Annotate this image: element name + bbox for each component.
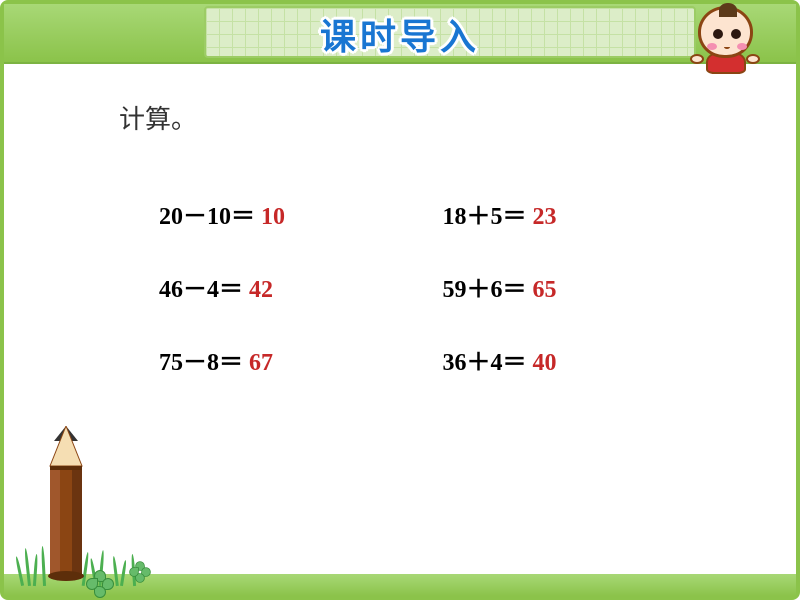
slide-title: 课时导入 bbox=[320, 8, 480, 60]
mascot-eye-right bbox=[731, 29, 741, 39]
pencil-decoration bbox=[44, 426, 94, 586]
problem-expression: 36＋4＝ bbox=[443, 342, 527, 377]
problem-expression: 59＋6＝ bbox=[443, 269, 527, 304]
problem-3: 46－4＝ 42 bbox=[159, 269, 433, 304]
mascot-hand-left bbox=[690, 54, 704, 64]
mascot-cheek-right bbox=[737, 43, 747, 50]
problem-5: 75－8＝ 67 bbox=[159, 342, 433, 377]
grass-blade bbox=[15, 556, 24, 586]
problem-4: 59＋6＝ 65 bbox=[443, 269, 717, 304]
grass-blade bbox=[33, 554, 38, 586]
problem-expression: 18＋5＝ bbox=[443, 196, 527, 231]
problems-grid: 20－10＝ 10 18＋5＝ 23 46－4＝ 42 59＋6＝ 65 75－… bbox=[119, 196, 716, 377]
mascot-cheek-left bbox=[707, 43, 717, 50]
clover-leaf bbox=[86, 578, 98, 590]
grass-blade bbox=[120, 560, 127, 586]
mascot-mouth bbox=[724, 45, 730, 49]
problem-answer: 67 bbox=[249, 350, 273, 377]
problem-answer: 40 bbox=[533, 350, 557, 377]
slide-container: 课时导入 计算。 20－10＝ 10 18＋5＝ 23 bbox=[0, 0, 800, 600]
mascot-hair bbox=[719, 3, 737, 17]
problem-expression: 75－8＝ bbox=[159, 342, 243, 377]
mascot-hand-right bbox=[746, 54, 760, 64]
problem-answer: 42 bbox=[249, 277, 273, 304]
mascot-head bbox=[698, 6, 753, 58]
mascot-character bbox=[686, 0, 766, 76]
grass-blade bbox=[24, 548, 31, 586]
problem-2: 18＋5＝ 23 bbox=[443, 196, 717, 231]
problem-expression: 46－4＝ bbox=[159, 269, 243, 304]
problem-answer: 23 bbox=[533, 204, 557, 231]
header-band: 课时导入 bbox=[4, 4, 796, 64]
clover-leaf bbox=[129, 567, 139, 577]
problem-answer: 10 bbox=[261, 204, 285, 231]
instruction-text: 计算。 bbox=[119, 99, 716, 136]
problem-1: 20－10＝ 10 bbox=[159, 196, 433, 231]
problem-expression: 20－10＝ bbox=[159, 196, 255, 231]
problem-answer: 65 bbox=[533, 277, 557, 304]
problem-6: 36＋4＝ 40 bbox=[443, 342, 717, 377]
mascot-eye-left bbox=[713, 29, 723, 39]
content-area: 计算。 20－10＝ 10 18＋5＝ 23 46－4＝ 42 59＋6＝ 65… bbox=[119, 99, 716, 377]
